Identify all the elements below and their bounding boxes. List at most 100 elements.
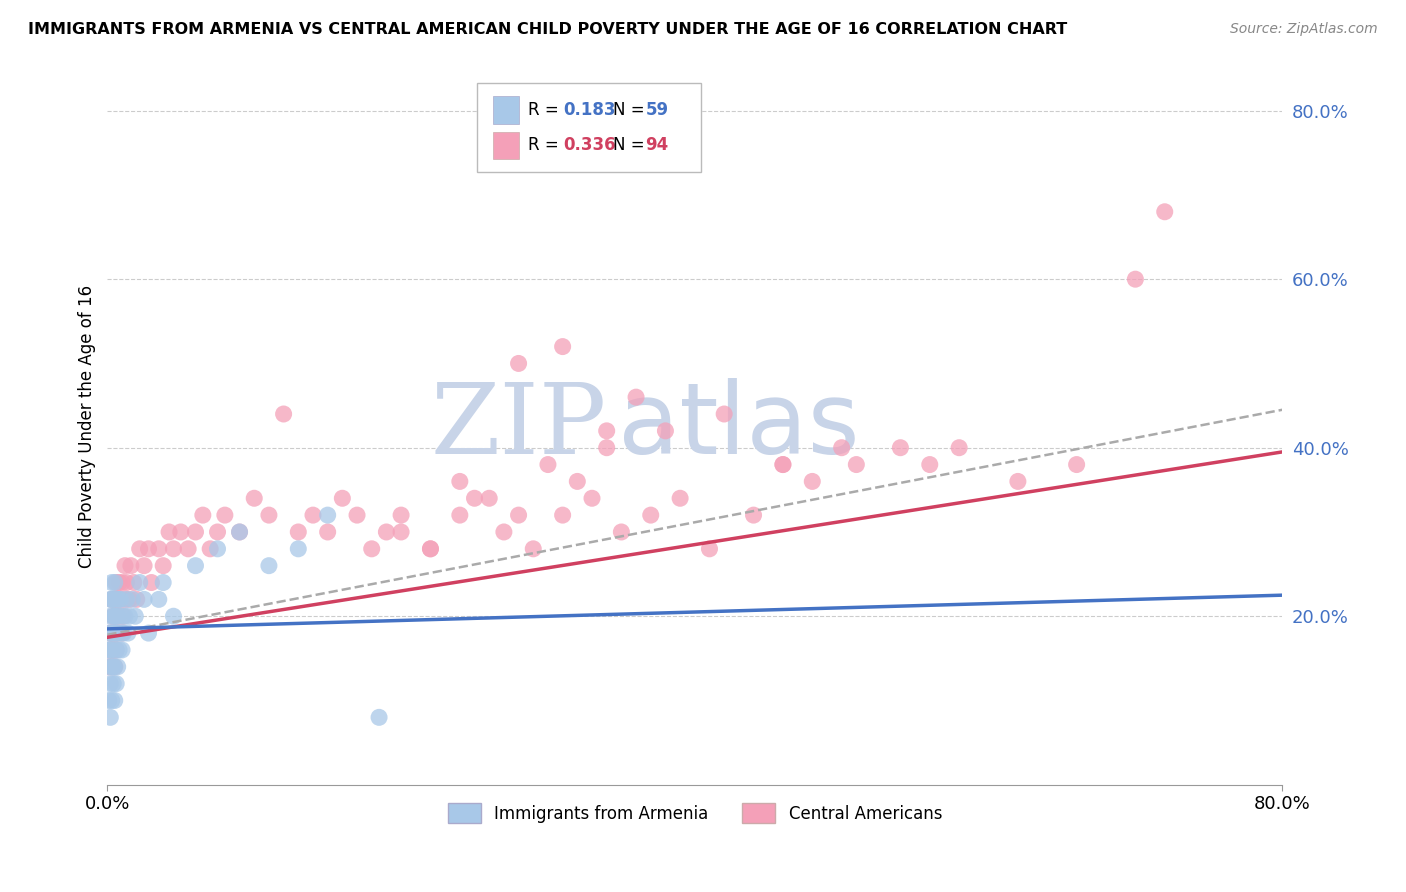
Point xyxy=(104,626,127,640)
Point xyxy=(98,643,121,657)
FancyBboxPatch shape xyxy=(492,131,519,159)
Text: IMMIGRANTS FROM ARMENIA VS CENTRAL AMERICAN CHILD POVERTY UNDER THE AGE OF 16 CO: IMMIGRANTS FROM ARMENIA VS CENTRAL AMERI… xyxy=(28,22,1067,37)
Point xyxy=(375,524,398,539)
Point xyxy=(669,491,692,506)
Point xyxy=(121,592,143,607)
Point xyxy=(103,609,125,624)
Point xyxy=(492,524,515,539)
Point xyxy=(101,592,124,607)
Point xyxy=(419,541,441,556)
Point xyxy=(214,508,236,522)
Text: 0.336: 0.336 xyxy=(564,136,616,154)
Point xyxy=(595,441,617,455)
Point xyxy=(152,558,174,573)
Point xyxy=(101,660,124,674)
Point xyxy=(105,676,128,690)
Point xyxy=(1125,272,1147,286)
Point xyxy=(111,575,134,590)
Point xyxy=(114,609,136,624)
Point xyxy=(108,592,131,607)
Point xyxy=(97,693,120,707)
Point xyxy=(101,660,124,674)
Point xyxy=(103,626,125,640)
Point xyxy=(105,592,128,607)
Point xyxy=(170,524,193,539)
Point xyxy=(128,541,150,556)
Point xyxy=(98,676,121,690)
Text: R =: R = xyxy=(529,101,564,119)
Point xyxy=(105,643,128,657)
Point xyxy=(128,575,150,590)
Point xyxy=(111,609,134,624)
Point xyxy=(110,592,132,607)
Point xyxy=(101,592,124,607)
Point xyxy=(273,407,295,421)
Point xyxy=(198,541,221,556)
Point xyxy=(148,592,170,607)
Point xyxy=(141,575,163,590)
Point xyxy=(742,508,765,522)
FancyBboxPatch shape xyxy=(478,83,700,172)
Point xyxy=(122,575,145,590)
Point xyxy=(948,441,970,455)
Point xyxy=(101,643,124,657)
Point xyxy=(108,575,131,590)
Point xyxy=(257,508,280,522)
FancyBboxPatch shape xyxy=(492,96,519,124)
Point xyxy=(118,609,141,624)
Text: N =: N = xyxy=(613,101,650,119)
Point xyxy=(537,458,560,472)
Point xyxy=(162,609,184,624)
Point xyxy=(112,609,135,624)
Text: N =: N = xyxy=(613,136,650,154)
Point xyxy=(132,558,155,573)
Point xyxy=(257,558,280,573)
Point xyxy=(654,424,676,438)
Point xyxy=(346,508,368,522)
Text: 94: 94 xyxy=(645,136,669,154)
Y-axis label: Child Poverty Under the Age of 16: Child Poverty Under the Age of 16 xyxy=(79,285,96,568)
Point xyxy=(108,609,131,624)
Point xyxy=(98,643,121,657)
Point xyxy=(110,592,132,607)
Point xyxy=(389,508,412,522)
Point xyxy=(368,710,391,724)
Point xyxy=(567,475,589,489)
Point xyxy=(117,626,139,640)
Point xyxy=(302,508,325,522)
Point xyxy=(114,592,136,607)
Point xyxy=(845,458,868,472)
Text: Source: ZipAtlas.com: Source: ZipAtlas.com xyxy=(1230,22,1378,37)
Point xyxy=(551,508,574,522)
Point xyxy=(551,340,574,354)
Point xyxy=(97,660,120,674)
Point xyxy=(449,508,471,522)
Point xyxy=(101,693,124,707)
Text: atlas: atlas xyxy=(619,378,860,475)
Point xyxy=(107,626,129,640)
Point xyxy=(103,592,125,607)
Point xyxy=(120,558,142,573)
Point xyxy=(110,626,132,640)
Text: 0.183: 0.183 xyxy=(564,101,616,119)
Point xyxy=(508,508,530,522)
Point xyxy=(98,609,121,624)
Point xyxy=(105,609,128,624)
Point xyxy=(624,390,647,404)
Point xyxy=(148,541,170,556)
Point xyxy=(108,643,131,657)
Point xyxy=(105,626,128,640)
Text: R =: R = xyxy=(529,136,564,154)
Point xyxy=(889,441,911,455)
Point xyxy=(831,441,853,455)
Point xyxy=(105,609,128,624)
Point xyxy=(97,626,120,640)
Point xyxy=(228,524,250,539)
Point xyxy=(104,575,127,590)
Point xyxy=(101,575,124,590)
Point xyxy=(103,676,125,690)
Point xyxy=(138,626,160,640)
Point xyxy=(699,541,721,556)
Point xyxy=(228,524,250,539)
Point xyxy=(287,541,309,556)
